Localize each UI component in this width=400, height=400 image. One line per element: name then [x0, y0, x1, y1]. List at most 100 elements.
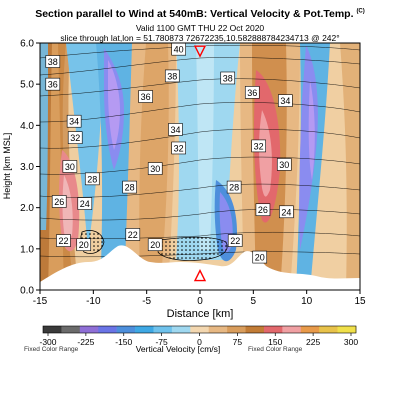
- theta-label-text: 20: [255, 253, 265, 263]
- colorbar-tick-label: -225: [77, 337, 94, 347]
- theta-label-box: [278, 94, 293, 107]
- theta-label: 28: [122, 180, 137, 194]
- theta-label-text: 34: [280, 96, 290, 106]
- theta-label-text: 30: [65, 162, 75, 172]
- x-axis: -15 -10 -5 0 5 10 15: [33, 290, 366, 307]
- theta-label-box: [147, 238, 163, 252]
- theta-label-box: [168, 123, 183, 136]
- theta-label: 32: [251, 139, 266, 153]
- markers: [193, 45, 207, 282]
- y-axis: 0.0 1.0 2.0 3.0 4.0 5.0 6.0: [20, 39, 40, 297]
- colorbar-swatch: [263, 326, 283, 333]
- x-tick-label: 10: [301, 296, 313, 307]
- theta-label: 20: [252, 250, 268, 264]
- theta-label-box: [122, 180, 137, 194]
- triangle-down-marker: [193, 45, 207, 58]
- theta-label-box: [279, 205, 294, 219]
- theta-label-box: [84, 172, 100, 186]
- theta-label-text: 34: [170, 125, 180, 135]
- colorbar-label: Vertical Velocity [cm/s]: [136, 344, 221, 354]
- colorbar-swatch: [245, 326, 265, 333]
- theta-label-box: [66, 114, 82, 128]
- theta-label-text: 34: [69, 117, 79, 127]
- theta-label: 22: [227, 234, 243, 247]
- colorbar-tick-label: 0: [197, 337, 202, 347]
- theta-label-box: [164, 69, 180, 83]
- colorbar-swatch: [153, 326, 173, 333]
- theta-label-text: 32: [254, 141, 264, 151]
- theta-label-box: [227, 234, 243, 247]
- theta-label: 20: [76, 238, 92, 252]
- y-tick-label: 1.0: [20, 244, 34, 255]
- theta-label: 34: [168, 123, 183, 136]
- theta-label-text: 38: [223, 73, 233, 83]
- theta-label-box: [67, 131, 83, 144]
- y-tick-label: 0.0: [20, 286, 34, 297]
- theta-label: 38: [45, 55, 61, 68]
- theta-label: 40: [171, 42, 186, 56]
- theta-label: 38: [164, 69, 180, 83]
- colorbar-swatch: [171, 326, 191, 333]
- theta-label-text: 26: [258, 205, 268, 215]
- colorbar-swatch: [116, 326, 136, 333]
- contour-labels: 38 36 34 32 30 28 26 24 22 20 28 36 40 38 34 32 30 22 20 38…: [45, 42, 294, 264]
- theta-label: 28: [84, 172, 100, 186]
- colorbar-left-note: Fixed Color Range: [24, 346, 79, 353]
- valid-time: Valid 1100 GMT THU 22 Oct 2020: [135, 23, 265, 33]
- theta-label-text: 38: [48, 57, 58, 67]
- theta-label: 32: [67, 131, 83, 144]
- y-tick-label: 6.0: [20, 39, 34, 50]
- theta-label: 22: [125, 228, 141, 241]
- theta-label-box: [244, 86, 260, 99]
- colorbar-right-note: Fixed Color Range: [248, 346, 303, 353]
- theta-label: 26: [51, 195, 67, 208]
- colorbar-swatch: [208, 326, 228, 333]
- theta-label: 34: [66, 114, 82, 128]
- theta-label: 36: [45, 77, 61, 91]
- colorbar-tick-label: -75: [155, 337, 168, 347]
- chart-title: Section parallel to Wind at 540mB: Verti…: [35, 8, 365, 20]
- theta-label-box: [255, 203, 271, 217]
- theta-label-box: [220, 71, 236, 85]
- theta-label-box: [77, 197, 93, 210]
- theta-label-box: [147, 162, 163, 175]
- colorbar-swatch: [61, 326, 81, 333]
- colorbar-swatch: [190, 326, 210, 333]
- x-tick-label: -15: [33, 296, 48, 307]
- theta-label: 36: [244, 86, 260, 99]
- colorbar-tick-label: 75: [233, 337, 243, 347]
- y-tick-label: 4.0: [20, 121, 34, 132]
- theta-label-text: 22: [230, 236, 240, 246]
- theta-label: 30: [62, 160, 78, 173]
- colorbar: -300 -225 -150 -75 0 75 150 225 300: [39, 325, 358, 347]
- theta-label-box: [138, 90, 153, 103]
- x-tick-label: 5: [251, 296, 257, 307]
- velocity-field: [40, 43, 360, 290]
- theta-label: 30: [276, 158, 292, 171]
- theta-label-box: [171, 42, 186, 56]
- y-axis-label: Height [km MSL]: [2, 133, 12, 200]
- theta-label-text: 40: [174, 45, 184, 55]
- theta-label-text: 36: [247, 88, 257, 98]
- theta-label-text: 30: [150, 164, 160, 174]
- theta-label-text: 28: [87, 174, 97, 184]
- theta-label-text: 36: [141, 92, 151, 102]
- colorbar-swatch: [227, 326, 246, 333]
- theta-label-box: [45, 55, 61, 68]
- y-tick-label: 5.0: [20, 80, 34, 91]
- theta-label-box: [251, 139, 266, 153]
- theta-label: 24: [279, 205, 294, 219]
- theta-label: 32: [171, 141, 186, 155]
- x-tick-label: 0: [197, 296, 203, 307]
- theta-label-text: 38: [167, 71, 177, 81]
- colorbar-tick-label: 225: [306, 337, 320, 347]
- theta-label: 24: [77, 197, 93, 210]
- theta-label-box: [62, 160, 78, 173]
- theta-label-box: [171, 141, 186, 155]
- theta-label-box: [56, 234, 71, 247]
- colorbar-swatch: [319, 326, 338, 333]
- theta-label-text: 30: [279, 160, 289, 170]
- theta-label: 38: [220, 71, 236, 85]
- theta-label: 20: [147, 238, 163, 252]
- theta-label: 22: [56, 234, 71, 247]
